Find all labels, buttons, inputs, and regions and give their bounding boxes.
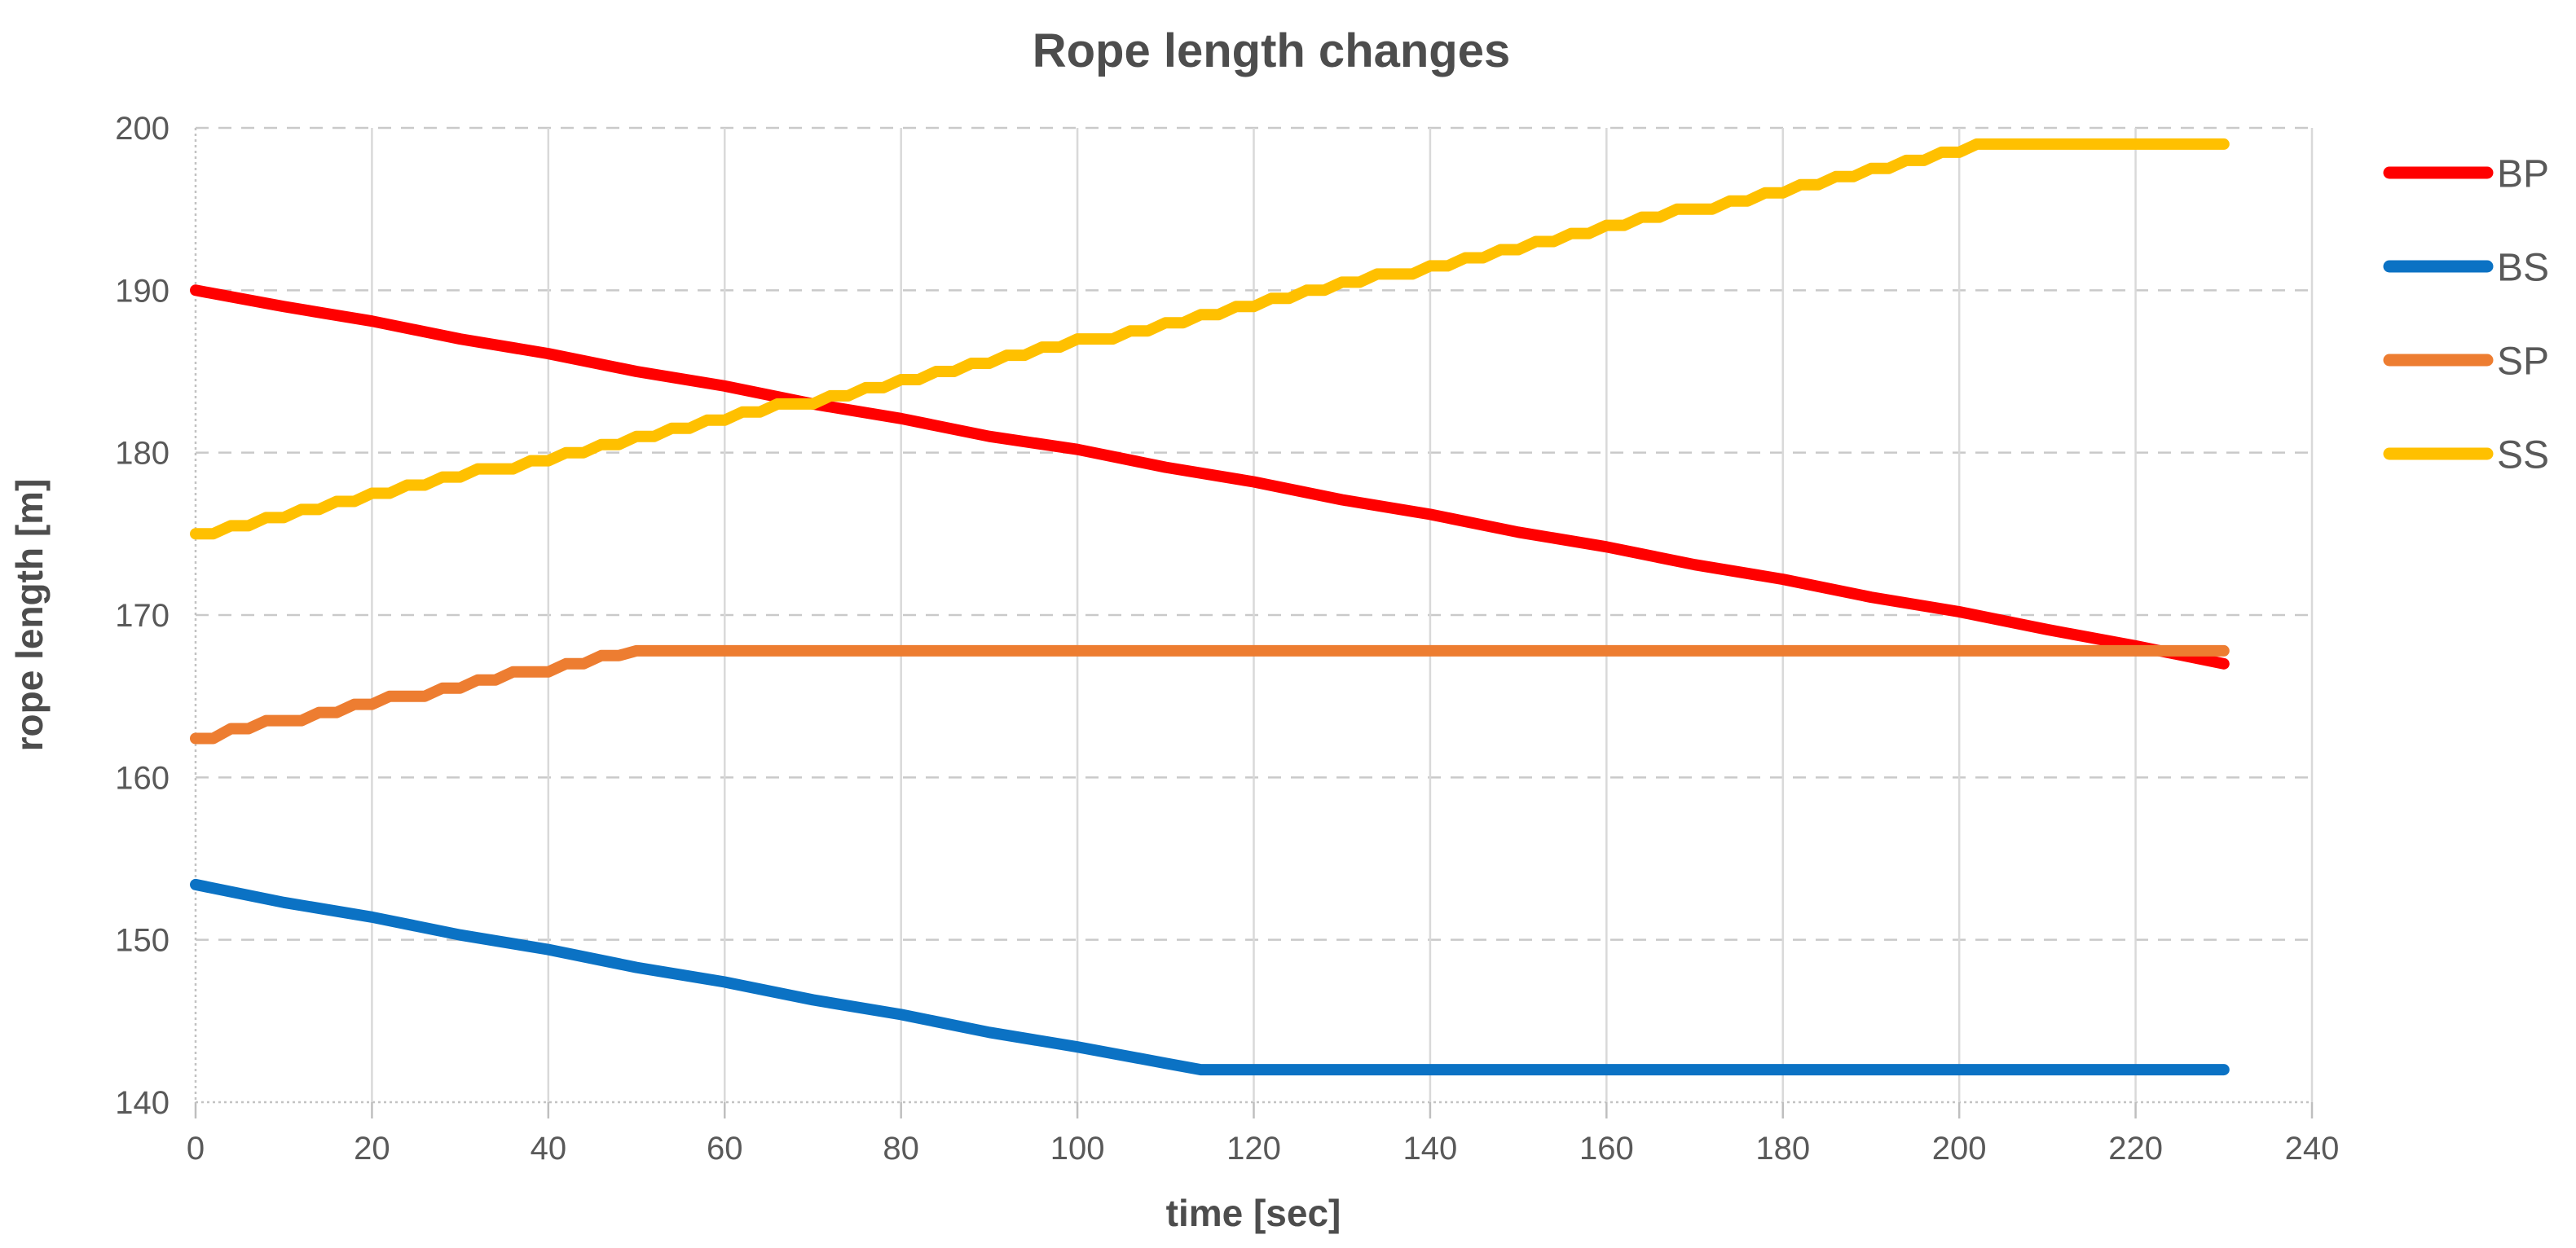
x-tick-label: 240: [2285, 1131, 2340, 1167]
x-tick-label: 180: [1755, 1131, 1810, 1167]
legend-label-BP: BP: [2497, 152, 2549, 196]
x-tick-label: 60: [707, 1131, 743, 1167]
x-tick-label: 0: [187, 1131, 205, 1167]
x-axis-title: time [sec]: [1166, 1192, 1341, 1234]
y-axis-title: rope length [m]: [8, 479, 51, 752]
y-tick-label: 140: [115, 1085, 170, 1121]
legend-item-SP: SP: [2383, 340, 2549, 383]
legend-label-SS: SS: [2497, 433, 2549, 477]
y-tick-label: 180: [115, 436, 170, 472]
legend-item-SS: SS: [2383, 433, 2549, 477]
y-tick-label: 150: [115, 923, 170, 959]
legend-label-BS: BS: [2497, 246, 2549, 289]
y-tick-label: 190: [115, 273, 170, 309]
chart-title: Rope length changes: [1033, 24, 1511, 77]
y-tick-label: 160: [115, 760, 170, 796]
series-line-BP: [190, 284, 2230, 670]
x-tick-label: 40: [531, 1131, 567, 1167]
x-tick-label: 80: [883, 1131, 919, 1167]
legend-item-BS: BS: [2383, 246, 2549, 289]
legend-item-BP: BP: [2383, 152, 2549, 196]
x-tick-label: 20: [354, 1131, 390, 1167]
x-tick-label: 160: [1579, 1131, 1634, 1167]
plot-area: 140 150 160 170 180 190 200 0 20 40 60 80 100 120 140 1…: [115, 111, 2339, 1167]
y-tick-label: 170: [115, 598, 170, 634]
x-tick-label: 220: [2108, 1131, 2163, 1167]
series-line-SP: [190, 644, 2230, 745]
x-tick-label: 100: [1050, 1131, 1105, 1167]
y-tick-label: 200: [115, 111, 170, 147]
series-line-SS: [190, 138, 2230, 540]
series-line-BS: [190, 878, 2230, 1076]
legend: BP BS SP SS: [2383, 152, 2549, 477]
legend-label-SP: SP: [2497, 340, 2549, 383]
x-tick-label: 200: [1932, 1131, 1987, 1167]
x-tick-label: 140: [1403, 1131, 1458, 1167]
x-tick-label: 120: [1226, 1131, 1281, 1167]
